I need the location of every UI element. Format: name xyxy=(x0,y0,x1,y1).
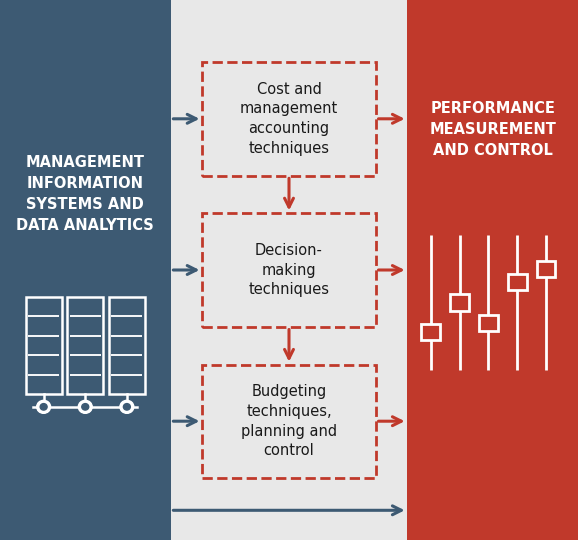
Bar xyxy=(67,297,103,394)
Text: Cost and
management
accounting
techniques: Cost and management accounting technique… xyxy=(240,82,338,156)
Bar xyxy=(109,297,144,394)
Text: MANAGEMENT
INFORMATION
SYSTEMS AND
DATA ANALYTICS: MANAGEMENT INFORMATION SYSTEMS AND DATA … xyxy=(16,156,154,233)
Circle shape xyxy=(120,400,134,413)
Text: Budgeting
techniques,
planning and
control: Budgeting techniques, planning and contr… xyxy=(241,384,337,458)
Circle shape xyxy=(124,403,131,410)
Bar xyxy=(26,297,62,394)
Bar xyxy=(407,0,578,540)
Bar xyxy=(450,294,469,310)
Circle shape xyxy=(78,400,92,413)
Bar xyxy=(202,213,376,327)
Circle shape xyxy=(82,403,89,410)
Bar xyxy=(0,0,171,540)
Bar xyxy=(202,364,376,478)
Bar xyxy=(479,314,498,330)
Bar xyxy=(537,261,555,277)
Bar xyxy=(508,274,527,291)
Circle shape xyxy=(40,403,47,410)
Bar xyxy=(202,62,376,176)
Text: Decision-
making
techniques: Decision- making techniques xyxy=(249,242,329,298)
Text: PERFORMANCE
MEASUREMENT
AND CONTROL: PERFORMANCE MEASUREMENT AND CONTROL xyxy=(429,101,556,158)
Circle shape xyxy=(37,400,51,413)
Bar xyxy=(421,324,440,340)
Bar xyxy=(171,0,407,540)
